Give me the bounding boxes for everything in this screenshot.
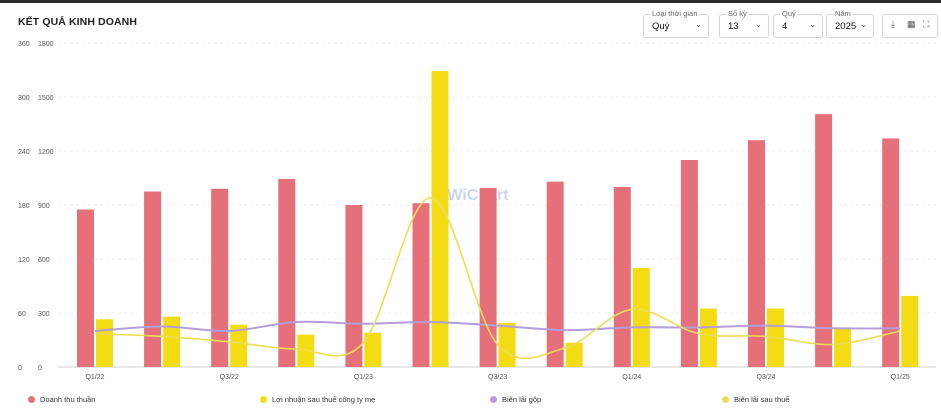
- chevron-down-icon: ⌄: [695, 20, 702, 29]
- bar-revenue: [479, 187, 497, 367]
- bar-profit: [431, 70, 449, 368]
- bar-revenue: [546, 181, 564, 367]
- bar-profit: [565, 342, 583, 367]
- x-tick-label: Q3/22: [220, 374, 239, 381]
- bar-revenue: [680, 160, 698, 367]
- y-right-tick-label: 120: [18, 257, 30, 264]
- y-right-tick-label: 60: [18, 311, 26, 318]
- y-left-tick-label: 900: [38, 203, 50, 210]
- legend-label: Lợi nhuận sau thuế công ty mẹ: [272, 395, 376, 404]
- x-tick-label: Q1/23: [354, 374, 373, 381]
- bar-revenue: [144, 191, 162, 367]
- legend-label: Doanh thu thuần: [40, 395, 96, 404]
- legend-item-net-margin[interactable]: Biên lãi sau thuế: [722, 395, 789, 404]
- y-right-tick-label: 180: [18, 203, 30, 210]
- chevron-down-icon: ⌄: [809, 20, 816, 29]
- x-tick-label: Q1/22: [85, 374, 104, 381]
- legend-swatch: [260, 396, 267, 403]
- bar-profit: [901, 295, 919, 367]
- legend-swatch: [722, 396, 729, 403]
- y-left-tick-label: 1500: [38, 95, 54, 102]
- excel-icon[interactable]: ▦: [907, 19, 916, 29]
- bar-revenue: [278, 178, 296, 367]
- bar-revenue: [211, 188, 229, 367]
- bar-revenue: [77, 209, 94, 367]
- bar-revenue: [882, 138, 900, 367]
- legend-item-profit[interactable]: Lợi nhuận sau thuế công ty mẹ: [260, 395, 375, 404]
- bar-profit: [834, 327, 852, 367]
- bar-profit: [699, 308, 717, 367]
- count-label: Số kỳ: [726, 9, 749, 18]
- watermark: WiChart: [447, 187, 509, 204]
- year-value: 2025: [835, 21, 857, 32]
- download-icon[interactable]: ⤓: [891, 19, 895, 29]
- line-net-margin: [94, 196, 901, 360]
- y-left-tick-label: 1200: [38, 149, 54, 156]
- y-right-tick-label: 0: [18, 365, 22, 372]
- line-gross-margin: [94, 320, 901, 333]
- legend-label: Biên lãi sau thuế: [734, 395, 790, 404]
- bar-revenue: [412, 203, 430, 367]
- toolbar-icons: ⤓ ▦ ⛶: [882, 14, 938, 38]
- legend-swatch: [28, 396, 35, 403]
- quarter-value: 4: [782, 21, 788, 32]
- legend-item-gross-margin[interactable]: Biên lãi gộp: [490, 395, 541, 404]
- legend-label: Biên lãi gộp: [502, 395, 542, 404]
- chevron-down-icon: ⌄: [860, 20, 867, 29]
- quarter-select[interactable]: Quý 4 ⌄: [773, 9, 823, 38]
- period-type-value: Quý: [652, 21, 670, 32]
- quarter-label: Quý: [780, 9, 798, 18]
- legend-item-revenue[interactable]: Doanh thu thuần: [28, 395, 95, 404]
- year-label: Năm: [833, 9, 853, 18]
- y-left-tick-label: 1800: [38, 41, 54, 48]
- top-border: [0, 0, 941, 3]
- y-right-tick-label: 300: [18, 95, 30, 102]
- bar-profit: [632, 268, 650, 367]
- y-right-tick-label: 360: [18, 41, 30, 48]
- bar-profit: [163, 316, 181, 367]
- count-select[interactable]: Số kỳ 13 ⌄: [719, 9, 769, 38]
- x-tick-label: Q1/24: [622, 374, 641, 381]
- y-left-tick-label: 0: [38, 365, 42, 372]
- bar-profit: [230, 324, 248, 367]
- bar-revenue: [815, 114, 833, 367]
- period-type-select[interactable]: Loại thời gian Quý ⌄: [643, 9, 709, 38]
- y-left-tick-label: 600: [38, 257, 50, 264]
- y-left-tick-label: 300: [38, 311, 50, 318]
- bar-profit: [498, 322, 516, 367]
- expand-icon[interactable]: ⛶: [923, 19, 930, 29]
- legend-swatch: [490, 396, 497, 403]
- year-select[interactable]: Năm 2025 ⌄: [826, 9, 874, 38]
- bar-profit: [96, 319, 113, 367]
- bar-profit: [364, 332, 382, 367]
- period-type-label: Loại thời gian: [650, 9, 700, 18]
- bar-revenue: [345, 205, 363, 367]
- chevron-down-icon: ⌄: [755, 20, 762, 29]
- count-value: 13: [728, 21, 739, 32]
- bar-revenue: [613, 187, 631, 367]
- x-tick-label: Q3/24: [756, 374, 775, 381]
- bar-revenue: [748, 140, 765, 367]
- chart-title: KẾT QUẢ KINH DOANH: [18, 16, 138, 28]
- x-tick-label: Q1/25: [891, 374, 910, 381]
- y-right-tick-label: 240: [18, 149, 30, 156]
- x-tick-label: Q3/23: [488, 374, 507, 381]
